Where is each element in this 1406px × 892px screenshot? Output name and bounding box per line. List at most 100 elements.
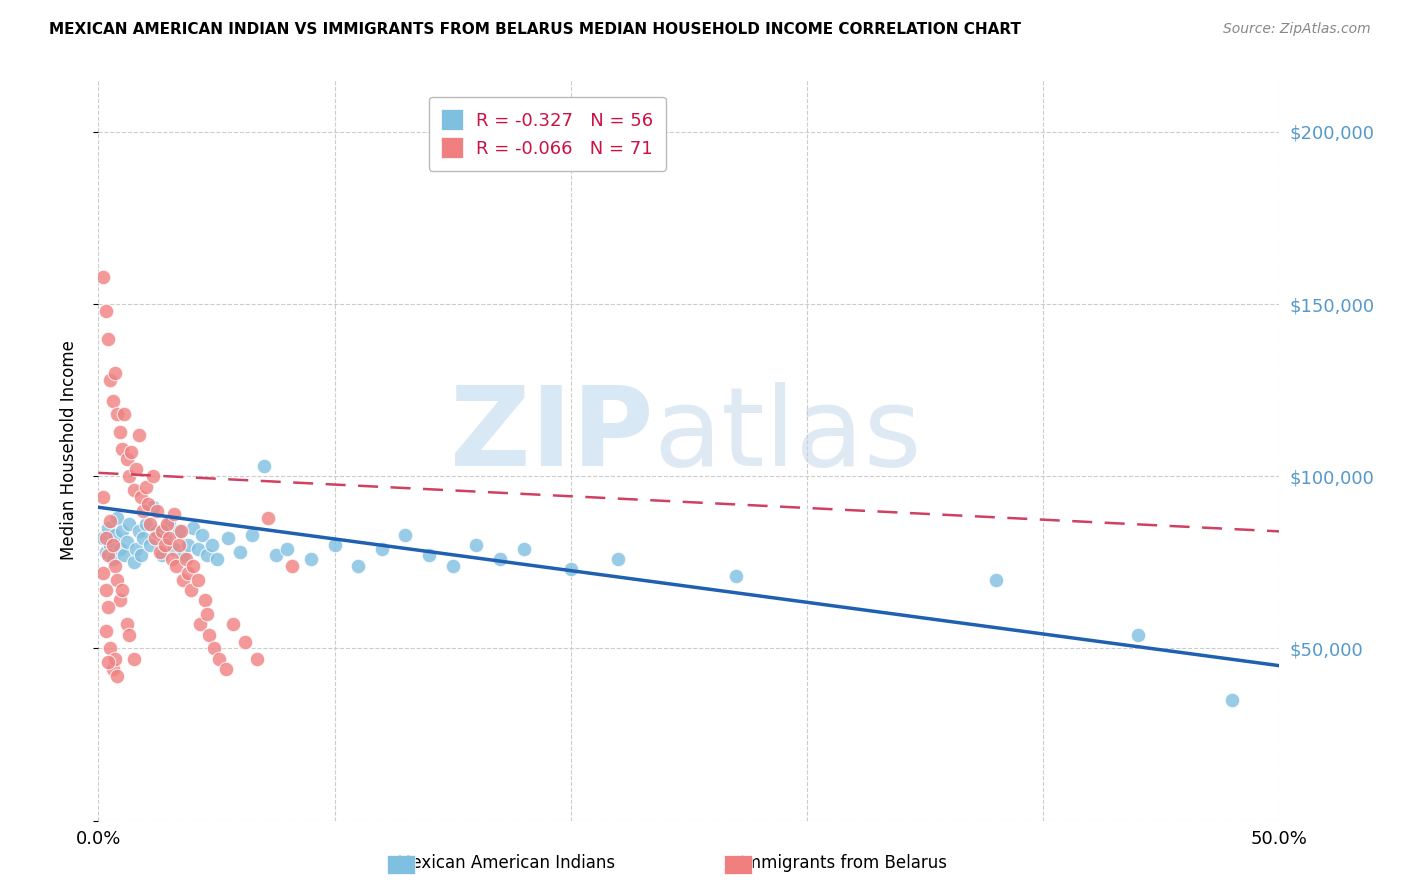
Point	[188, 617, 211, 632]
Point	[115, 534, 138, 549]
Point	[97, 332, 120, 346]
Point	[118, 517, 141, 532]
Point	[108, 541, 131, 556]
Point	[371, 541, 394, 556]
Point	[121, 445, 143, 459]
Point	[104, 366, 127, 380]
Legend: R = -0.327   N = 56, R = -0.066   N = 71: R = -0.327 N = 56, R = -0.066 N = 71	[429, 96, 665, 171]
Text: MEXICAN AMERICAN INDIAN VS IMMIGRANTS FROM BELARUS MEDIAN HOUSEHOLD INCOME CORRE: MEXICAN AMERICAN INDIAN VS IMMIGRANTS FR…	[49, 22, 1021, 37]
Point	[105, 573, 128, 587]
Point	[181, 558, 204, 573]
Point	[187, 573, 209, 587]
Point	[229, 545, 252, 559]
Point	[104, 558, 127, 573]
Point	[195, 549, 218, 563]
Point	[394, 528, 416, 542]
Point	[984, 573, 1007, 587]
Point	[165, 558, 187, 573]
Point	[136, 497, 159, 511]
Point	[146, 524, 169, 539]
Point	[208, 652, 231, 666]
Point	[202, 641, 225, 656]
Point	[98, 514, 121, 528]
Point	[174, 552, 197, 566]
Point	[118, 469, 141, 483]
Point	[1220, 693, 1243, 707]
Point	[142, 469, 165, 483]
Point	[132, 504, 155, 518]
Point	[323, 538, 346, 552]
Point	[198, 628, 221, 642]
Point	[94, 624, 117, 639]
Point	[139, 517, 162, 532]
Text: Mexican American Indians: Mexican American Indians	[396, 855, 616, 872]
Point	[132, 531, 155, 545]
Point	[257, 510, 280, 524]
Point	[104, 652, 127, 666]
Point	[94, 582, 117, 597]
Point	[105, 407, 128, 421]
Point	[441, 558, 464, 573]
Point	[129, 490, 152, 504]
Point	[177, 566, 200, 580]
Point	[91, 531, 114, 545]
Point	[299, 552, 322, 566]
Point	[157, 517, 180, 532]
Point	[205, 552, 228, 566]
Point	[118, 628, 141, 642]
Point	[125, 462, 148, 476]
Point	[172, 549, 194, 563]
Point	[489, 552, 512, 566]
Point	[725, 569, 748, 583]
Point	[135, 517, 157, 532]
Point	[105, 510, 128, 524]
Point	[97, 549, 120, 563]
Point	[115, 452, 138, 467]
Point	[465, 538, 488, 552]
Point	[105, 669, 128, 683]
Point	[150, 549, 173, 563]
Point	[139, 538, 162, 552]
Point	[115, 617, 138, 632]
Point	[101, 538, 124, 552]
Text: Immigrants from Belarus: Immigrants from Belarus	[740, 855, 948, 872]
Point	[122, 652, 145, 666]
Text: ZIP: ZIP	[450, 382, 654, 489]
Point	[1126, 628, 1149, 642]
Point	[98, 641, 121, 656]
Point	[111, 524, 134, 539]
Point	[191, 528, 214, 542]
Point	[246, 652, 269, 666]
Point	[122, 555, 145, 569]
Point	[150, 524, 173, 539]
Point	[153, 531, 176, 545]
Point	[128, 428, 150, 442]
Point	[135, 480, 157, 494]
Point	[101, 662, 124, 676]
Point	[91, 490, 114, 504]
Point	[91, 566, 114, 580]
Point	[157, 531, 180, 545]
Point	[163, 507, 186, 521]
Point	[172, 573, 194, 587]
Point	[149, 545, 172, 559]
Point	[167, 538, 190, 552]
Point	[94, 545, 117, 559]
Point	[101, 393, 124, 408]
Text: Source: ZipAtlas.com: Source: ZipAtlas.com	[1223, 22, 1371, 37]
Point	[112, 407, 135, 421]
Point	[347, 558, 370, 573]
Point	[97, 521, 120, 535]
Point	[201, 538, 224, 552]
Point	[108, 425, 131, 439]
Point	[143, 531, 166, 545]
Point	[276, 541, 298, 556]
Point	[167, 524, 190, 539]
Point	[281, 558, 304, 573]
Y-axis label: Median Household Income: Median Household Income	[59, 341, 77, 560]
Point	[111, 582, 134, 597]
Point	[129, 549, 152, 563]
Point	[163, 541, 186, 556]
Point	[180, 582, 202, 597]
Point	[170, 524, 193, 539]
